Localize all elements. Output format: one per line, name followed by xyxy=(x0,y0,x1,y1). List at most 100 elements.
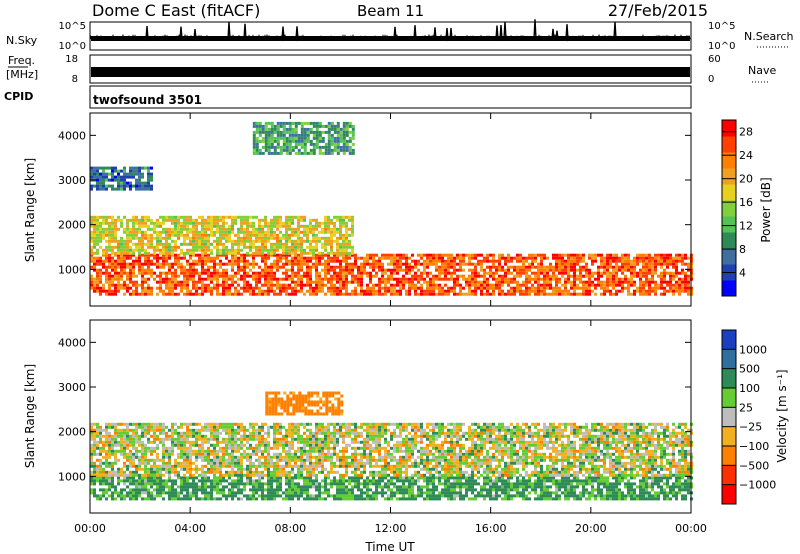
heatmap-cell xyxy=(96,277,99,281)
heatmap-cell xyxy=(636,256,639,260)
heatmap-cell xyxy=(663,289,666,293)
heatmap-cell xyxy=(666,497,669,501)
heatmap-cell xyxy=(330,127,334,131)
heatmap-cell xyxy=(312,121,316,125)
heatmap-cell xyxy=(264,124,268,128)
heatmap-cell xyxy=(204,277,207,281)
heatmap-cell xyxy=(432,292,435,296)
heatmap-cell xyxy=(459,485,462,489)
heatmap-cell xyxy=(261,127,265,131)
heatmap-cell xyxy=(315,265,318,269)
heatmap-cell xyxy=(264,277,267,281)
heatmap-cell xyxy=(225,253,228,257)
heatmap-cell xyxy=(192,221,195,225)
heatmap-cell xyxy=(132,440,135,444)
heatmap-cell xyxy=(348,139,352,143)
heatmap-cell xyxy=(342,479,345,483)
heatmap-cell xyxy=(324,253,327,257)
heatmap-cell xyxy=(468,289,471,293)
heatmap-cell xyxy=(141,253,144,257)
heatmap-cell xyxy=(291,139,295,143)
heatmap-cell xyxy=(126,283,129,287)
heatmap-cell xyxy=(456,253,459,257)
heatmap-cell xyxy=(549,277,552,281)
heatmap-cell xyxy=(573,280,576,284)
heatmap-cell xyxy=(255,286,258,290)
heatmap-cell xyxy=(564,485,567,489)
heatmap-cell xyxy=(495,265,498,269)
heatmap-cell xyxy=(678,259,681,263)
heatmap-cell xyxy=(162,236,165,240)
heatmap-cell xyxy=(336,145,340,149)
heatmap-cell xyxy=(447,476,450,480)
heatmap-cell xyxy=(615,265,618,269)
heatmap-cell xyxy=(183,274,186,278)
heatmap-cell xyxy=(645,259,648,263)
heatmap-cell xyxy=(273,497,276,501)
heatmap-cell xyxy=(276,239,279,243)
heatmap-cell xyxy=(105,227,108,231)
heatmap-cell xyxy=(330,121,334,125)
heatmap-cell xyxy=(312,280,315,284)
heatmap-cell xyxy=(222,215,225,219)
heatmap-cell xyxy=(222,245,225,249)
heatmap-cell xyxy=(684,286,687,290)
heatmap-cell xyxy=(144,236,147,240)
heatmap-cell xyxy=(402,268,405,272)
heatmap-cell xyxy=(207,248,210,252)
heatmap-cell xyxy=(348,136,352,140)
heatmap-cell xyxy=(96,286,99,290)
heatmap-cell xyxy=(108,230,111,234)
heatmap-cell xyxy=(234,253,237,257)
heatmap-cell xyxy=(195,283,198,287)
heatmap-cell xyxy=(270,479,273,483)
heatmap-cell xyxy=(219,292,222,296)
heatmap-cell xyxy=(573,476,576,480)
heatmap-cell xyxy=(426,253,429,257)
heatmap-cell xyxy=(585,482,588,486)
heatmap-cell xyxy=(573,253,576,257)
heatmap-cell xyxy=(195,497,198,501)
heatmap-cell xyxy=(228,491,231,495)
heatmap-cell xyxy=(519,479,522,483)
heatmap-cell xyxy=(270,262,273,266)
heatmap-cell xyxy=(303,133,307,137)
heatmap-cell xyxy=(555,268,558,272)
heatmap-cell xyxy=(522,259,525,263)
heatmap-cell xyxy=(195,245,198,249)
heatmap-cell xyxy=(486,253,489,257)
heatmap-cell xyxy=(414,482,417,486)
heatmap-cell xyxy=(156,479,159,483)
heatmap-cell xyxy=(258,271,261,275)
heatmap-cell xyxy=(228,230,231,234)
heatmap-cell xyxy=(258,233,261,237)
heatmap-cell xyxy=(381,271,384,275)
heatmap-cell xyxy=(147,166,150,170)
heatmap-cell xyxy=(558,262,561,266)
heatmap-cell xyxy=(426,280,429,284)
heatmap-cell xyxy=(573,494,576,498)
heatmap-cell xyxy=(285,476,288,480)
heatmap-cell xyxy=(615,476,618,480)
heatmap-cell xyxy=(399,476,402,480)
heatmap-cell xyxy=(336,127,340,131)
heatmap-cell xyxy=(264,139,268,143)
heatmap-cell xyxy=(240,491,243,495)
heatmap-cell xyxy=(291,242,294,246)
heatmap-cell xyxy=(180,248,183,252)
heatmap-cell xyxy=(324,236,327,240)
heatmap-cell xyxy=(609,488,612,492)
heatmap-cell xyxy=(270,127,274,131)
heatmap-cell xyxy=(246,262,249,266)
heatmap-cell xyxy=(336,151,340,155)
heatmap-cell xyxy=(264,224,267,228)
heatmap-cell xyxy=(201,289,204,293)
heatmap-cell xyxy=(132,428,135,432)
heatmap-cell xyxy=(573,274,576,278)
heatmap-cell xyxy=(354,476,357,480)
heatmap-cell xyxy=(492,482,495,486)
heatmap-cell xyxy=(234,494,237,498)
heatmap-cell xyxy=(579,280,582,284)
heatmap-cell xyxy=(177,283,180,287)
heatmap-cell xyxy=(675,280,678,284)
